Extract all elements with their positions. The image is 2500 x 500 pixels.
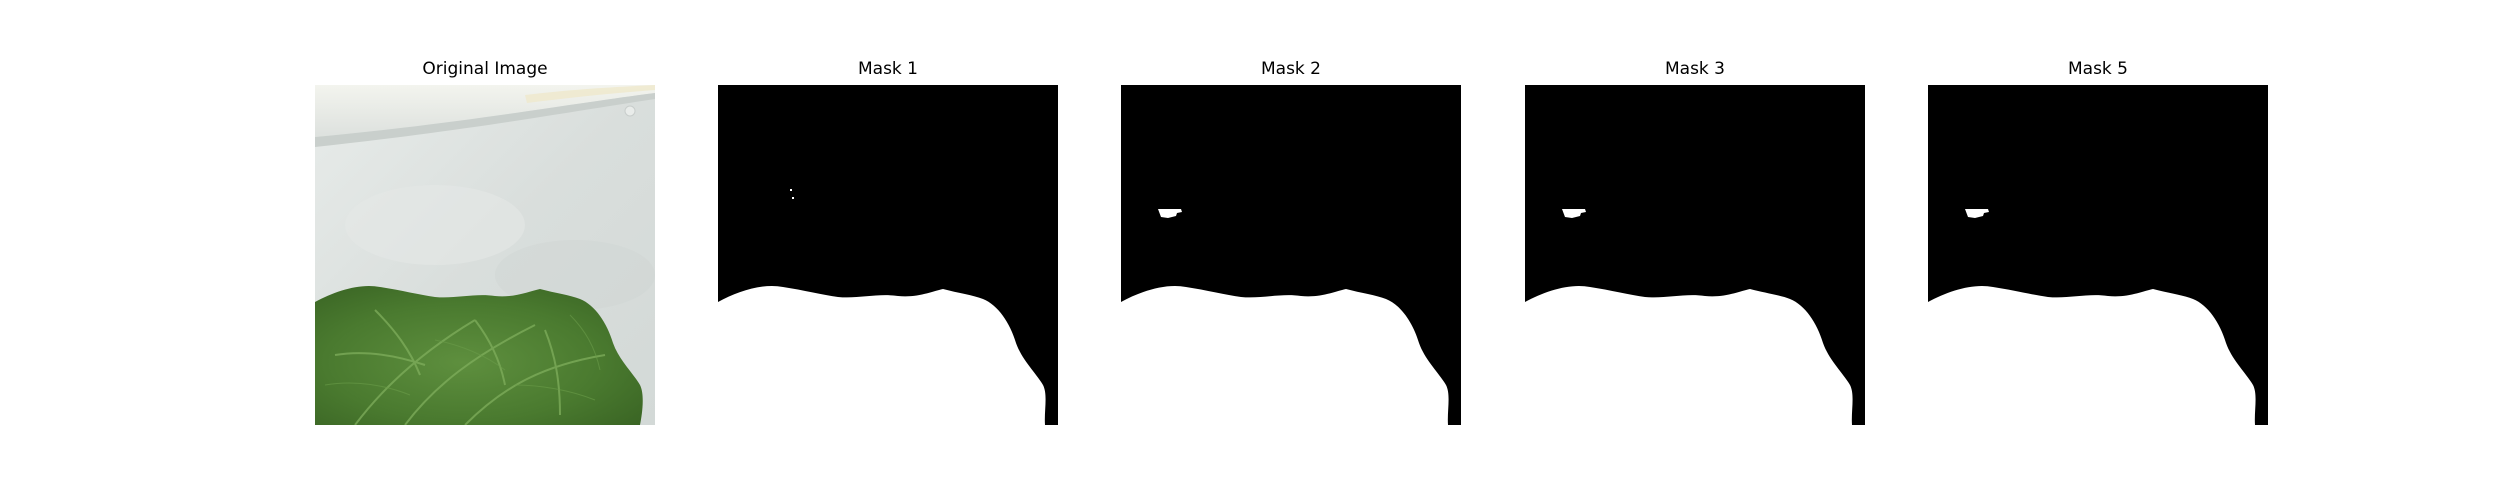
mask-1-image	[718, 85, 1058, 425]
panel-title: Mask 2	[1260, 59, 1321, 79]
panel-title: Original Image	[422, 59, 548, 79]
original-image	[315, 85, 655, 425]
panel-title: Mask 1	[857, 59, 918, 79]
panel-title: Mask 5	[2067, 59, 2128, 79]
mask-3-image	[1525, 85, 1865, 425]
mask-2-image	[1121, 85, 1461, 425]
mask-5-image	[1928, 85, 2268, 425]
panel-title: Mask 3	[1664, 59, 1725, 79]
